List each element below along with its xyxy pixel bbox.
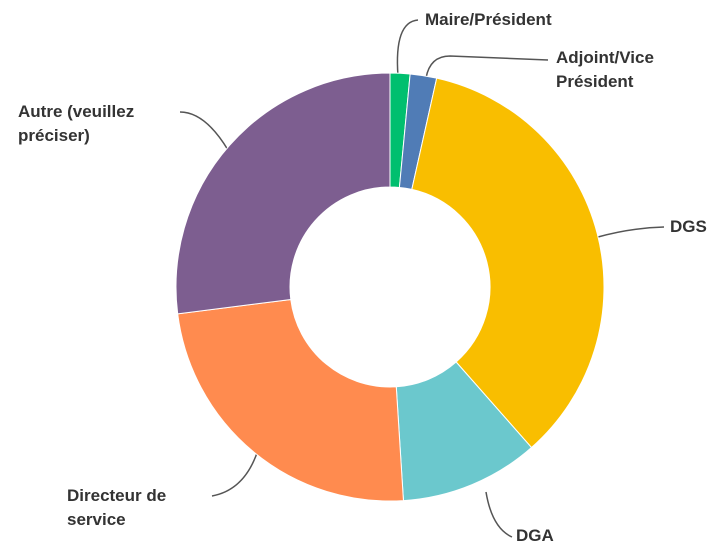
leader-line [425,55,549,79]
slice [177,298,404,502]
slice [175,72,391,315]
slice-label: DGS [670,217,707,236]
slice-label: DGA [516,526,554,545]
slice-label: Adjoint/Vice Président [556,48,654,91]
slice-label: Maire/Président [425,10,552,29]
leader-line [396,19,419,77]
leader-line [485,491,513,538]
slice [411,77,605,449]
slice-label: Directeur de service [67,486,167,529]
slices [175,72,605,502]
slice-label: Autre (veuillez préciser) [18,102,135,145]
leader-line [211,449,259,497]
leader-line [179,111,229,151]
leader-lines [179,19,665,538]
leader-line [597,226,665,238]
